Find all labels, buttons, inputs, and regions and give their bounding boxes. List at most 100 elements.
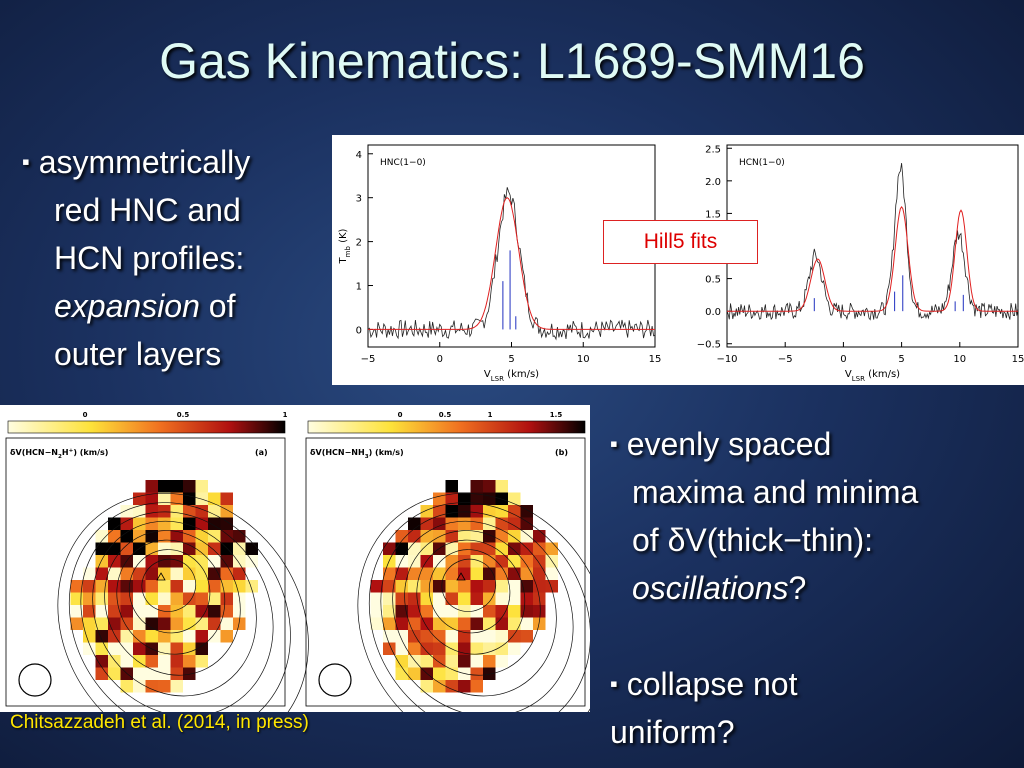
map-pixel <box>120 530 133 543</box>
map-pixel <box>483 642 496 655</box>
map-pixel <box>395 630 408 643</box>
map-pixel <box>145 617 158 630</box>
map-pixel <box>108 555 121 568</box>
y-tick-label: 1 <box>356 282 362 293</box>
map-pixel <box>183 517 196 530</box>
map-pixel <box>183 580 196 593</box>
map-pixel <box>95 605 108 618</box>
map-pixel <box>483 542 496 555</box>
map-pixel <box>383 580 396 593</box>
map-pixel <box>433 592 446 605</box>
x-tick-label: 0 <box>840 354 846 365</box>
map-pixel <box>383 592 396 605</box>
map-pixel <box>495 580 508 593</box>
map-pixel <box>158 542 171 555</box>
map-pixel <box>158 580 171 593</box>
map-pixel <box>495 655 508 668</box>
map-pixel <box>245 580 258 593</box>
map-pixel <box>158 655 171 668</box>
map-pixel <box>183 492 196 505</box>
fit-spectrum <box>727 206 1018 312</box>
map-pixel <box>470 530 483 543</box>
x-tick-label: 15 <box>1012 354 1024 365</box>
map-pixel <box>458 567 471 580</box>
map-pixel <box>195 542 208 555</box>
map-pixel <box>120 630 133 643</box>
map-pixel <box>470 592 483 605</box>
map-pixel <box>83 642 96 655</box>
map-pixel <box>120 542 133 555</box>
x-tick-label: 0 <box>437 354 443 365</box>
map-pixel <box>145 580 158 593</box>
map-pixel <box>483 567 496 580</box>
observed-spectrum <box>726 162 1019 321</box>
y-tick-label: 0.0 <box>705 307 721 318</box>
x-axis-label-part: LSR <box>852 375 865 383</box>
map-pixel <box>183 480 196 493</box>
map-pixel <box>520 617 533 630</box>
map-pixel <box>145 592 158 605</box>
bullet-line: uniform? <box>610 714 735 750</box>
contour <box>80 511 274 712</box>
map-pixel <box>133 555 146 568</box>
map-pixel <box>145 517 158 530</box>
map-pixel <box>445 505 458 518</box>
map-pixel <box>220 605 233 618</box>
map-pixel <box>170 592 183 605</box>
map-pixel <box>433 680 446 693</box>
map-pixel <box>520 567 533 580</box>
map-pixel <box>445 605 458 618</box>
y-tick-label: 2 <box>356 238 362 249</box>
map-pixel <box>195 580 208 593</box>
fit-spectrum <box>368 197 655 330</box>
map-pixel <box>145 555 158 568</box>
map-pixel <box>170 542 183 555</box>
bullet-line: of δV(thick−thin): <box>632 522 874 558</box>
bullet-line: asymmetrically <box>38 144 251 180</box>
map-pixel <box>508 505 521 518</box>
bullet-line: red HNC and <box>54 192 241 228</box>
map-pixel <box>95 555 108 568</box>
map-pixel <box>520 542 533 555</box>
map-pixel <box>433 630 446 643</box>
map-pixel <box>445 517 458 530</box>
map-pixel <box>508 542 521 555</box>
map-pixel <box>508 617 521 630</box>
x-axis-label-part: V <box>845 369 852 380</box>
map-pixel <box>395 655 408 668</box>
map-pixel <box>495 605 508 618</box>
map-pixel <box>133 680 146 693</box>
map-pixel <box>208 617 221 630</box>
map-pixel <box>158 480 171 493</box>
bullet-line: collapse not <box>626 666 798 702</box>
contour <box>68 502 291 712</box>
x-axis-label-part: V <box>484 369 491 380</box>
map-label-part: δV(HCN−NH <box>310 448 365 457</box>
panel-label: HCN(1−0) <box>739 158 785 168</box>
x-tick-label: 10 <box>577 354 590 365</box>
map-pixel <box>433 617 446 630</box>
map-pixel <box>420 517 433 530</box>
map-pixel <box>433 517 446 530</box>
map-pixel <box>458 642 471 655</box>
map-pixel <box>508 642 521 655</box>
map-pixel <box>395 605 408 618</box>
map-pixel <box>95 630 108 643</box>
x-axis-label: VLSR (km/s) <box>845 369 900 383</box>
y-tick-label: 2.0 <box>705 177 721 188</box>
map-pixel <box>470 567 483 580</box>
map-pixel <box>420 630 433 643</box>
map-pixel <box>108 642 121 655</box>
map-pixel <box>395 567 408 580</box>
map-pixel <box>495 617 508 630</box>
map-pixel <box>508 630 521 643</box>
map-pixel <box>533 542 546 555</box>
map-pixel <box>183 555 196 568</box>
map-pixel <box>383 630 396 643</box>
map-pixel <box>433 605 446 618</box>
map-pixel <box>408 642 421 655</box>
bullet-left: ▪ asymmetrically red HNC and HCN profile… <box>22 138 250 378</box>
map-pixel <box>183 605 196 618</box>
map-pixel <box>408 580 421 593</box>
map-pixel <box>245 542 258 555</box>
